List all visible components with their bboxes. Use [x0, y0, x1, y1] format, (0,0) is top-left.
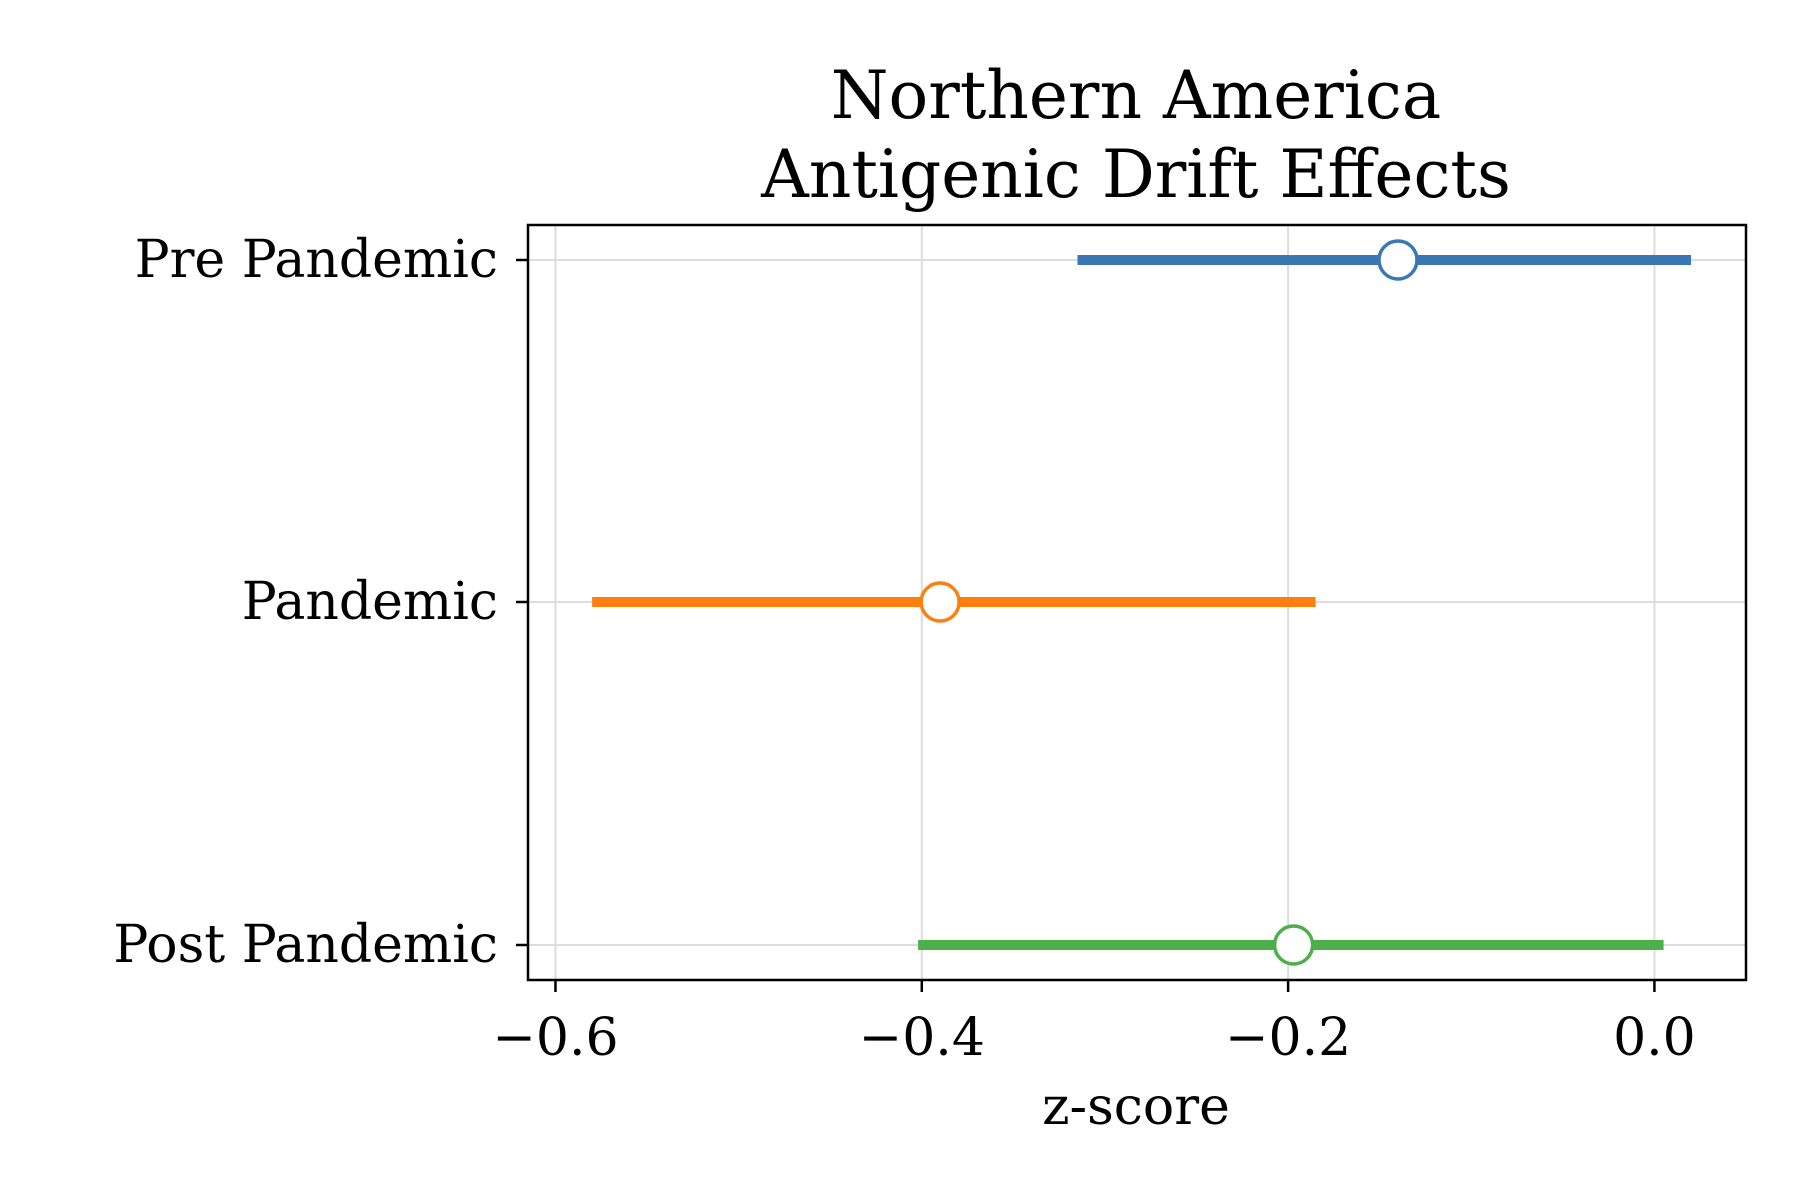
- y-tick-label: Pandemic: [242, 572, 498, 632]
- chart-title-line-2: Antigenic Drift Effects: [760, 136, 1511, 213]
- x-tick-label: −0.2: [1225, 1008, 1351, 1068]
- axis-layer: −0.6 −0.4 −0.2 0.0 Pre Pandemic Pandemic Post …: [113, 230, 1695, 1068]
- point-estimate-marker: [1272, 924, 1315, 966]
- point-estimate-marker: [919, 581, 961, 623]
- x-axis-label: z-score: [1042, 1077, 1230, 1137]
- x-tick-label: 0.0: [1613, 1008, 1696, 1068]
- x-tick-label: −0.4: [859, 1008, 985, 1068]
- chart-title-line-1: Northern America: [831, 57, 1441, 134]
- series-layer: [592, 239, 1692, 966]
- x-tick-label: −0.6: [492, 1008, 618, 1068]
- y-tick-label: Pre Pandemic: [135, 230, 498, 290]
- point-estimate-marker: [1377, 239, 1419, 281]
- y-tick-label: Post Pandemic: [113, 915, 498, 975]
